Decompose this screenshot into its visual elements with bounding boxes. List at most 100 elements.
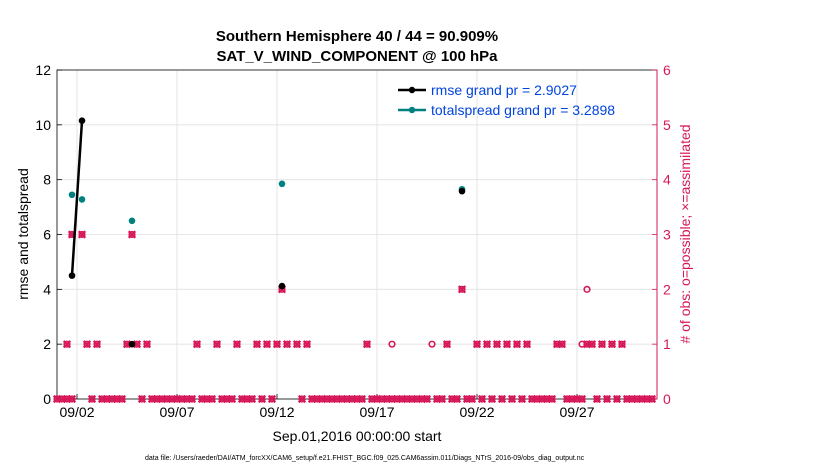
obs-assimilated-marker <box>437 394 447 404</box>
obs-assimilated-marker <box>467 394 477 404</box>
chart-title: Southern Hemisphere 40 / 44 = 90.909% <box>216 28 498 45</box>
grid <box>57 70 657 399</box>
x-tick-label: 09/02 <box>59 404 94 420</box>
obs-possible-ring <box>468 395 476 403</box>
obs-assimilated-marker <box>262 340 272 349</box>
obs-possible-marker <box>388 340 396 348</box>
y-axis-left-label: rmse and totalspread <box>15 168 31 300</box>
y-axis-right: 0 1 2 3 4 5 6 <box>652 62 671 407</box>
obs-possible-ring <box>438 395 446 403</box>
obs-possible-ring <box>213 340 221 348</box>
obs-possible-ring <box>78 230 86 239</box>
obs-possible-ring <box>518 395 526 403</box>
obs-assimilated-marker <box>267 394 277 404</box>
obs-possible-ring <box>593 395 601 403</box>
obs-possible-ring <box>513 340 521 348</box>
y-right-tick-label: 3 <box>663 227 671 243</box>
y-right-tick-label: 5 <box>663 117 671 133</box>
y-right-tick-label: 6 <box>663 62 671 78</box>
obs-possible-ring <box>138 395 146 403</box>
obs-assimilated-marker <box>232 340 242 349</box>
obs-assimilated-marker <box>137 394 147 404</box>
obs-possible-ring <box>68 395 76 403</box>
obs-assimilated-marker <box>62 340 72 349</box>
obs-assimilated-marker <box>77 230 87 239</box>
obs-count-series <box>52 230 657 404</box>
y-left-tick-label: 12 <box>35 62 51 78</box>
legend-rmse-label: rmse grand pr = 2.9027 <box>431 82 577 98</box>
rmse-point <box>78 117 86 125</box>
data-file-footer: data file: /Users/raeder/DAI/ATM_forcXX/… <box>145 455 585 462</box>
y-right-tick-label: 1 <box>663 336 671 352</box>
obs-possible-ring <box>443 340 451 348</box>
obs-possible-ring <box>618 340 626 348</box>
obs-possible-ring <box>188 395 196 403</box>
rmse-point <box>128 340 136 348</box>
obs-possible-ring <box>208 395 216 403</box>
obs-assimilated-marker <box>497 394 507 404</box>
obs-possible-ring <box>253 340 261 348</box>
obs-assimilated-marker <box>362 340 372 349</box>
rmse-point <box>278 282 286 290</box>
obs-possible-ring <box>268 395 276 403</box>
y-left-tick-label: 4 <box>43 281 51 297</box>
obs-possible-ring <box>478 395 486 403</box>
obs-assimilated-marker <box>67 394 77 404</box>
obs-assimilated-marker <box>247 394 257 404</box>
obs-assimilated-marker <box>592 394 602 404</box>
obs-assimilated-marker <box>292 340 302 349</box>
obs-possible-ring <box>63 340 71 348</box>
totalspread-point <box>128 217 136 225</box>
rmse-line <box>70 120 84 276</box>
legend-rmse-marker <box>408 86 416 94</box>
x-tick-label: 09/07 <box>159 404 194 420</box>
obs-possible-ring <box>498 395 506 403</box>
x-tick-label: 09/22 <box>459 404 494 420</box>
obs-assimilated-marker <box>257 394 267 404</box>
obs-possible-ring <box>503 340 511 348</box>
obs-assimilated-marker <box>472 340 482 349</box>
obs-possible-ring <box>483 340 491 348</box>
x-axis-label: Sep.01,2016 00:00:00 start <box>273 428 442 444</box>
obs-assimilated-marker <box>557 340 567 349</box>
obs-possible-ring <box>143 340 151 348</box>
obs-possible-ring <box>228 395 236 403</box>
obs-assimilated-marker <box>507 394 517 404</box>
obs-assimilated-marker <box>252 340 262 349</box>
obs-assimilated-marker <box>442 340 452 349</box>
obs-possible-ring <box>523 340 531 348</box>
obs-possible-ring <box>608 340 616 348</box>
obs-assimilated-marker <box>142 340 152 349</box>
totalspread-point <box>68 191 76 199</box>
obs-possible-ring <box>598 340 606 348</box>
obs-possible-ring <box>488 395 496 403</box>
y-left-tick-label: 8 <box>43 172 51 188</box>
obs-possible-ring <box>508 395 516 403</box>
obs-possible-ring <box>293 340 301 348</box>
obs-possible-ring <box>588 340 596 348</box>
obs-assimilated-marker <box>607 340 617 349</box>
obs-possible-ring <box>128 230 136 239</box>
obs-assimilated-marker <box>92 340 102 349</box>
obs-possible-ring <box>548 395 556 403</box>
totalspread-point <box>78 196 86 203</box>
x-tick-label: 09/17 <box>359 404 394 420</box>
obs-assimilated-marker <box>117 394 127 404</box>
legend-spread-marker <box>408 106 416 114</box>
obs-assimilated-marker <box>617 340 627 349</box>
obs-assimilated-marker <box>422 394 432 404</box>
obs-possible-ring <box>358 395 366 403</box>
obs-assimilated-marker <box>82 340 92 349</box>
obs-assimilated-marker <box>452 394 462 404</box>
obs-possible-ring <box>273 340 281 348</box>
obs-assimilated-marker <box>272 340 282 349</box>
y-right-tick-label: 4 <box>663 172 671 188</box>
rmse-series <box>68 117 466 348</box>
legend-spread-label: totalspread grand pr = 3.2898 <box>431 102 615 118</box>
obs-assimilated-marker <box>212 340 222 349</box>
obs-possible-ring <box>93 340 101 348</box>
obs-assimilated-marker <box>187 394 197 404</box>
y-left-tick-label: 0 <box>43 391 51 407</box>
y-left-tick-label: 10 <box>35 117 51 133</box>
obs-assimilated-marker <box>587 340 597 349</box>
